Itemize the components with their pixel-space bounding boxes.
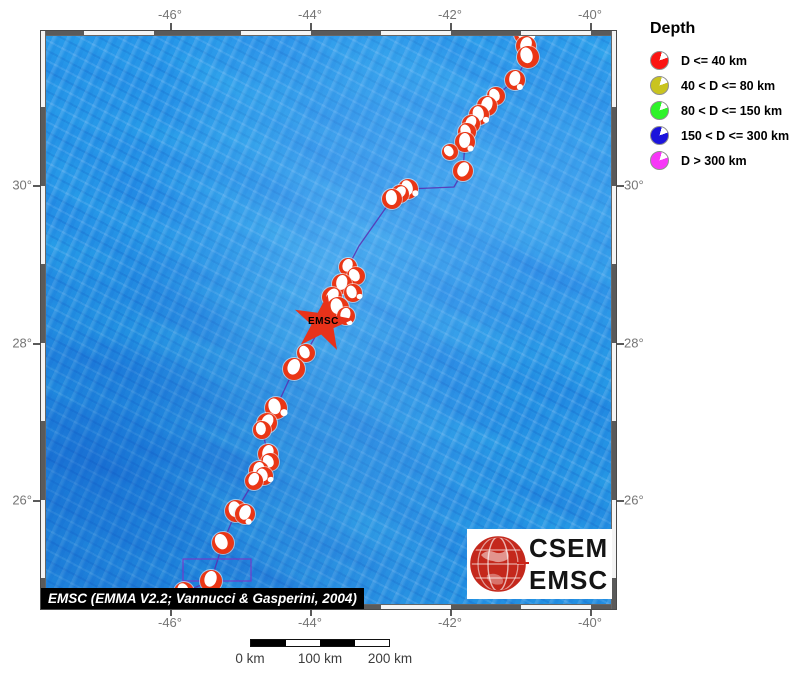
depth-legend: Depth D <= 40 km 40 < D <= 80 km 80 < D <=… bbox=[648, 20, 806, 173]
beachball-white-lobe bbox=[285, 357, 303, 377]
axis-tick bbox=[590, 610, 592, 616]
legend-beachball-icon bbox=[650, 151, 669, 170]
axis-label-lat-right: 30° bbox=[624, 177, 644, 193]
legend-item: 150 < D <= 300 km bbox=[648, 123, 806, 148]
bathymetry-map: EMSC EMSC (EMMA V2.2; Vannucci & Gasperi… bbox=[40, 30, 617, 610]
beachball-white-lobe bbox=[441, 144, 456, 159]
map-frame-right bbox=[611, 31, 616, 609]
scale-bar-segment bbox=[355, 640, 390, 646]
axis-label-lon-bottom: -40° bbox=[578, 615, 602, 630]
scale-bar-segment bbox=[251, 640, 286, 646]
axis-label-lat-left: 30° bbox=[12, 177, 32, 193]
legend-item-label: D <= 40 km bbox=[681, 53, 748, 68]
legend-beachball-icon bbox=[650, 101, 669, 120]
axis-label-lon-top: -46° bbox=[158, 7, 182, 22]
axis-tick bbox=[310, 610, 312, 616]
scale-bar-label: 100 km bbox=[297, 651, 343, 666]
beachball-white-lobe bbox=[255, 421, 267, 436]
beachball-white-lobe bbox=[384, 189, 398, 206]
axis-tick bbox=[310, 23, 312, 30]
scale-bar-label: 200 km bbox=[367, 651, 413, 666]
axis-tick bbox=[33, 343, 40, 345]
axis-tick bbox=[617, 185, 624, 187]
logo-text-emsc: EMSC bbox=[529, 565, 609, 595]
beachball-white-lobe bbox=[518, 46, 535, 65]
csem-emsc-logo: CSEM EMSC bbox=[467, 529, 612, 599]
scale-bar bbox=[250, 639, 390, 647]
axis-tick bbox=[617, 343, 624, 345]
legend-item-label: D > 300 km bbox=[681, 153, 747, 168]
legend-item: 80 < D <= 150 km bbox=[648, 98, 806, 123]
globe-icon bbox=[470, 536, 529, 592]
beachball-white-lobe bbox=[297, 344, 312, 360]
beachball-white-lobe bbox=[454, 160, 471, 178]
axis-label-lon-top: -42° bbox=[438, 7, 462, 22]
legend-title: Depth bbox=[650, 20, 696, 37]
axis-tick bbox=[590, 23, 592, 30]
legend-item: D <= 40 km bbox=[648, 48, 806, 73]
logo-text-csem: CSEM bbox=[529, 533, 609, 563]
scale-bar-segment bbox=[286, 640, 321, 646]
axis-label-lat-right: 26° bbox=[624, 492, 644, 508]
axis-tick bbox=[33, 185, 40, 187]
map-frame-top bbox=[41, 31, 616, 36]
legend-beachball-icon bbox=[650, 126, 669, 145]
legend-item: 40 < D <= 80 km bbox=[648, 73, 806, 98]
beachball-white-lobe bbox=[212, 532, 231, 552]
axis-tick bbox=[450, 610, 452, 616]
axis-label-lon-top: -40° bbox=[578, 7, 602, 22]
axis-label-lon-top: -44° bbox=[298, 7, 322, 22]
legend-item-label: 80 < D <= 150 km bbox=[681, 103, 783, 118]
axis-label-lon-bottom: -46° bbox=[158, 615, 182, 630]
axis-label-lon-bottom: -42° bbox=[438, 615, 462, 630]
beachball-white-lobe bbox=[202, 569, 219, 589]
axis-tick bbox=[170, 23, 172, 30]
emsc-event-star-label: EMSC bbox=[308, 316, 339, 327]
legend-item-label: 40 < D <= 80 km bbox=[681, 78, 776, 93]
map-caption: EMSC (EMMA V2.2; Vannucci & Gasperini, 2… bbox=[41, 588, 364, 609]
scale-bar-segment bbox=[320, 640, 355, 646]
legend-item-label: 150 < D <= 300 km bbox=[681, 128, 790, 143]
axis-tick bbox=[450, 23, 452, 30]
map-frame-left bbox=[41, 31, 46, 609]
axis-label-lat-left: 26° bbox=[12, 492, 32, 508]
seafloor-texture bbox=[41, 31, 616, 609]
axis-tick bbox=[33, 500, 40, 502]
legend-beachball-icon bbox=[650, 76, 669, 95]
legend-item: D > 300 km bbox=[648, 148, 806, 173]
axis-tick bbox=[170, 610, 172, 616]
axis-label-lat-left: 28° bbox=[12, 335, 32, 351]
beachball-white-lobe bbox=[246, 471, 262, 488]
axis-tick bbox=[617, 500, 624, 502]
legend-items: D <= 40 km 40 < D <= 80 km 80 < D <= 150 k… bbox=[648, 48, 806, 173]
legend-beachball-icon bbox=[650, 51, 669, 70]
axis-label-lat-right: 28° bbox=[624, 335, 644, 351]
scale-bar-label: 0 km bbox=[235, 651, 265, 666]
axis-label-lon-bottom: -44° bbox=[298, 615, 322, 630]
